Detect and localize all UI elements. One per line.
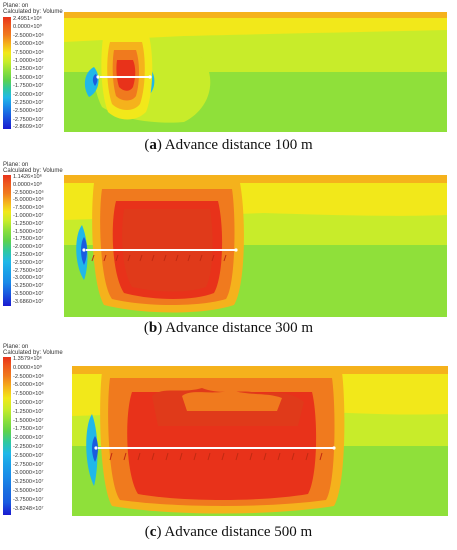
legend-tick: -1.5000×10⁷ <box>13 74 44 81</box>
caption-c: (c) Advance distance 500 m <box>144 524 313 540</box>
legend-a: Plane: on Calculated by: Volume 2.4951×1… <box>3 3 63 130</box>
legend-tick: -1.2500×10⁷ <box>13 408 44 415</box>
legend-tick: 1.1426×10⁶ <box>13 174 42 180</box>
contour-plot-a <box>64 12 447 132</box>
caption-letter: c <box>149 524 157 540</box>
panel-b: Plane: on Calculated by: Volume 1.1426×1… <box>0 162 457 342</box>
legend-tick: -2.5000×10⁷ <box>13 452 44 459</box>
legend-tick: -3.5000×10⁷ <box>13 488 44 494</box>
legend-tick: -3.0000×10⁷ <box>13 470 44 477</box>
legend-tick: -3.8248×10⁷ <box>13 506 44 512</box>
legend-tick: -1.7500×10⁷ <box>13 426 44 433</box>
legend-tick: -2.5000×10⁶ <box>13 373 44 380</box>
legend-tick: 0.0000×10⁰ <box>13 364 42 371</box>
legend-tick: -3.5000×10⁷ <box>13 291 44 297</box>
legend-tick: -3.6860×10⁷ <box>13 299 44 305</box>
legend-tick: -2.5000×10⁷ <box>13 259 44 266</box>
panel-c: Plane: on Calculated by: Volume 1.3579×1… <box>0 344 457 550</box>
legend-tick: -7.5000×10⁶ <box>13 205 44 212</box>
legend-tick: -2.5000×10⁶ <box>13 32 44 39</box>
legend-tick: -2.7500×10⁷ <box>13 267 44 274</box>
caption-b: (b) Advance distance 300 m <box>143 320 314 336</box>
legend-tick: -2.7500×10⁷ <box>13 116 44 123</box>
contour-plot-b <box>64 175 447 317</box>
legend-tick: 2.4951×10⁶ <box>13 16 42 22</box>
legend-tick: -5.0000×10⁶ <box>13 197 44 204</box>
legend-tick: -2.7500×10⁷ <box>13 461 44 468</box>
legend-tick: -3.2500×10⁷ <box>13 479 44 486</box>
legend-c: Plane: on Calculated by: Volume 1.3579×1… <box>3 344 63 515</box>
legend-tick: -1.0000×10⁷ <box>13 58 44 64</box>
legend-tick: -2.2500×10⁷ <box>13 444 44 450</box>
legend-tick: -2.0000×10⁷ <box>13 435 44 442</box>
legend-tick: -1.7500×10⁷ <box>13 83 44 90</box>
legend-tick: -7.5000×10⁶ <box>13 49 44 56</box>
legend-colorbar <box>3 357 11 515</box>
legend-tick: -2.0000×10⁷ <box>13 244 44 251</box>
legend-title: Plane: on <box>3 344 29 350</box>
caption-letter: b <box>148 320 158 336</box>
legend-tick: -1.2500×10⁷ <box>13 220 44 227</box>
legend-tick: -3.0000×10⁷ <box>13 275 44 282</box>
legend-tick: -1.2500×10⁷ <box>13 66 44 73</box>
legend-tick: -5.0000×10⁶ <box>13 41 44 48</box>
legend-colorbar <box>3 175 11 306</box>
legend-subtitle: Calculated by: Volume <box>3 9 63 15</box>
legend-tick: -1.0000×10⁷ <box>13 400 44 406</box>
legend-tick: -2.5000×10⁶ <box>13 189 44 196</box>
legend-subtitle: Calculated by: Volume <box>3 350 63 356</box>
legend-tick: -1.7500×10⁷ <box>13 236 44 243</box>
caption-text: Advance distance 300 m <box>165 320 314 336</box>
legend-subtitle: Calculated by: Volume <box>3 168 63 174</box>
legend-tick: -2.2500×10⁷ <box>13 100 44 106</box>
caption-text: Advance distance 500 m <box>164 524 313 540</box>
legend-tick: 1.3579×10⁶ <box>13 356 42 362</box>
legend-tick: -2.0000×10⁷ <box>13 91 44 98</box>
legend-b: Plane: on Calculated by: Volume 1.1426×1… <box>3 162 63 306</box>
legend-tick: -1.5000×10⁷ <box>13 417 44 424</box>
legend-tick: 0.0000×10⁰ <box>13 181 42 188</box>
legend-title: Plane: on <box>3 162 29 168</box>
legend-title: Plane: on <box>3 3 29 9</box>
legend-tick: -2.8609×10⁷ <box>13 124 44 130</box>
legend-tick: -7.5000×10⁶ <box>13 391 44 398</box>
legend-tick: -5.0000×10⁶ <box>13 382 44 389</box>
caption-text: Advance distance 100 m <box>164 137 313 153</box>
legend-tick: -3.2500×10⁷ <box>13 283 44 290</box>
legend-tick: -3.7500×10⁷ <box>13 496 44 503</box>
legend-tick: -2.5000×10⁷ <box>13 108 44 115</box>
contour-plot-c <box>72 366 448 516</box>
legend-colorbar <box>3 17 11 129</box>
panel-a: Plane: on Calculated by: Volume 2.4951×1… <box>0 0 457 162</box>
caption-a: (a) Advance distance 100 m <box>144 137 313 153</box>
legend-tick: -1.5000×10⁷ <box>13 228 44 235</box>
legend-tick: -2.2500×10⁷ <box>13 252 44 258</box>
legend-tick: 0.0000×10⁰ <box>13 24 42 31</box>
legend-tick: -1.0000×10⁷ <box>13 213 44 219</box>
caption-letter: a <box>149 137 157 153</box>
